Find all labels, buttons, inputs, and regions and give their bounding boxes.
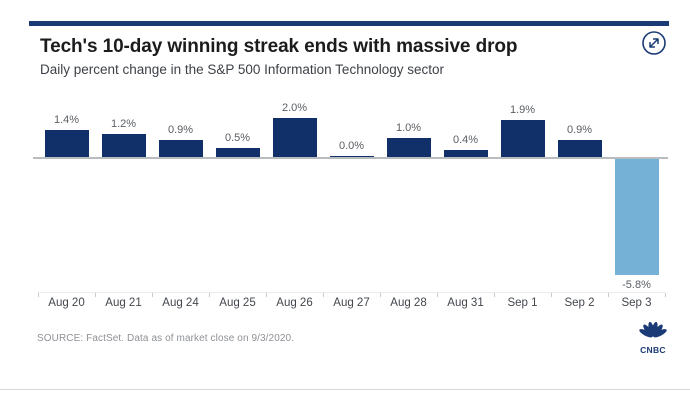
- bottom-divider: [0, 389, 690, 390]
- bar-aug-31: [443, 150, 488, 158]
- bar-value-label: 1.2%: [110, 118, 137, 130]
- bar-sep-3: [614, 159, 659, 275]
- x-axis-label: Aug 31: [447, 297, 484, 309]
- bar-value-label: -5.8%: [622, 279, 651, 291]
- x-axis-tick: [494, 293, 495, 297]
- x-axis-tick: [608, 293, 609, 297]
- zero-axis-line: [33, 157, 668, 159]
- x-axis-label: Aug 28: [390, 297, 427, 309]
- bar-sep-2: [557, 140, 602, 158]
- bar-sep-1: [500, 120, 545, 158]
- bar-aug-28: [386, 138, 431, 158]
- chart-subtitle: Daily percent change in the S&P 500 Info…: [40, 62, 444, 77]
- x-axis-label: Aug 24: [162, 297, 199, 309]
- chart-title: Tech's 10-day winning streak ends with m…: [40, 36, 518, 57]
- bar-aug-27: [329, 155, 374, 158]
- x-axis-tick: [266, 293, 267, 297]
- x-axis-tick: [665, 293, 666, 297]
- x-axis-label: Sep 2: [564, 297, 595, 309]
- x-axis-tick: [95, 293, 96, 297]
- bar-value-label: 1.4%: [53, 114, 80, 126]
- cnbc-logo: CNBC: [636, 320, 670, 356]
- bar-aug-26: [272, 118, 317, 158]
- bar-value-label: 2.0%: [281, 102, 308, 114]
- x-axis-label: Aug 20: [48, 297, 85, 309]
- x-axis-label: Aug 21: [105, 297, 142, 309]
- x-axis-label: Sep 3: [621, 297, 652, 309]
- x-axis-tick: [323, 293, 324, 297]
- bar-aug-25: [215, 148, 260, 158]
- bar-value-label: 1.9%: [509, 104, 536, 116]
- chart-plot: 1.4% 1.2% 0.9% 0.5% 2.0% 0.0% 1.0% 0.4% 1.9% 0.9%…: [33, 98, 668, 294]
- source-text: SOURCE: FactSet. Data as of market close…: [37, 333, 295, 344]
- bar-value-label: 0.5%: [224, 132, 251, 144]
- x-axis-label: Aug 25: [219, 297, 256, 309]
- x-axis-label: Aug 27: [333, 297, 370, 309]
- expand-arrows-icon: [642, 31, 666, 55]
- x-axis: Aug 20 Aug 21 Aug 24 Aug 25 Aug 26 Aug 27 Aug …: [38, 292, 666, 313]
- bar-aug-24: [158, 140, 203, 158]
- cnbc-logo-text: CNBC: [640, 345, 666, 355]
- x-axis-label: Sep 1: [507, 297, 538, 309]
- x-axis-tick: [380, 293, 381, 297]
- bar-value-label: 0.9%: [566, 124, 593, 136]
- bar-value-label: 1.0%: [395, 122, 422, 134]
- bar-value-label: 0.9%: [167, 124, 194, 136]
- bar-aug-20: [44, 130, 89, 158]
- x-axis-tick: [437, 293, 438, 297]
- expand-button[interactable]: [641, 30, 667, 56]
- top-accent-bar: [29, 21, 669, 26]
- x-axis-tick: [152, 293, 153, 297]
- x-axis-tick: [551, 293, 552, 297]
- cnbc-peacock-icon: CNBC: [639, 321, 667, 355]
- bar-value-label: 0.4%: [452, 134, 479, 146]
- bar-value-label: 0.0%: [338, 139, 365, 152]
- x-axis-tick: [209, 293, 210, 297]
- x-axis-tick: [38, 293, 39, 297]
- x-axis-label: Aug 26: [276, 297, 313, 309]
- bar-aug-21: [101, 134, 146, 158]
